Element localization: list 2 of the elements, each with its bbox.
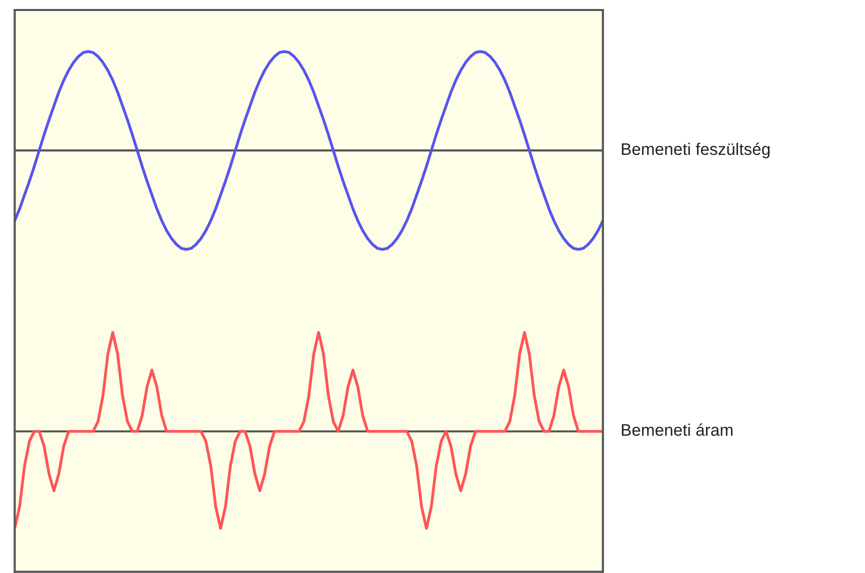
series-label: Bemeneti áram (622, 423, 732, 436)
text: Bemeneti feszültség (622, 142, 770, 158)
